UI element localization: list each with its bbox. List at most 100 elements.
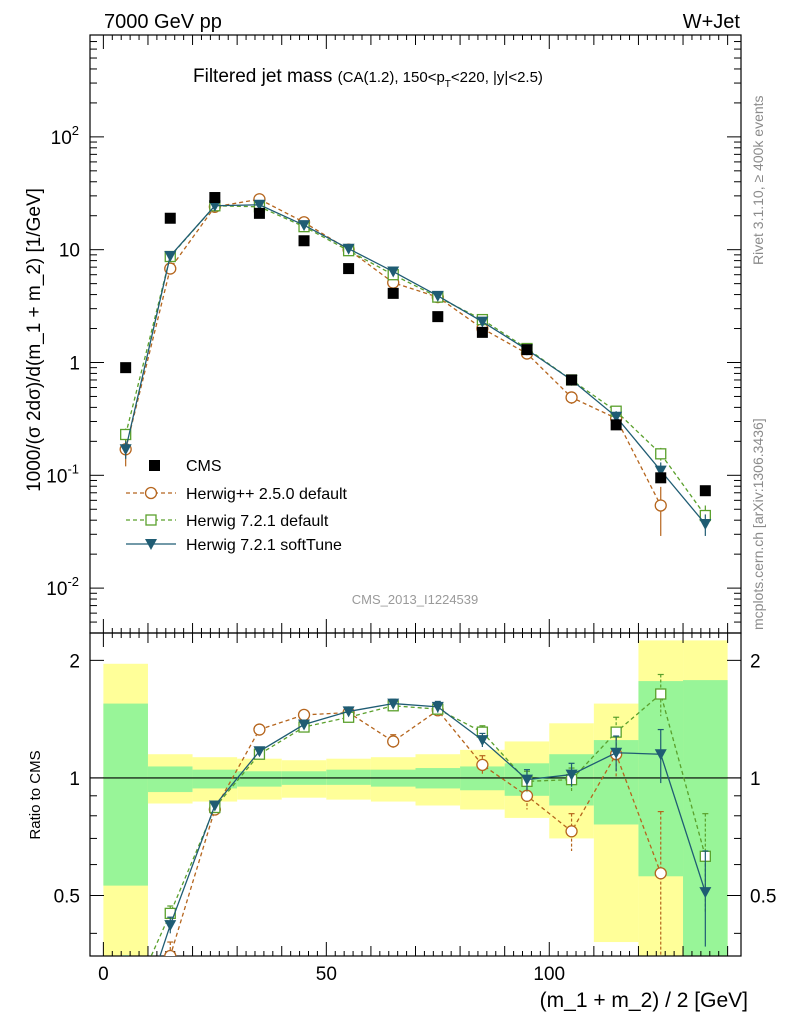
ratio-y-tick-label-right: 0.5: [750, 887, 776, 908]
main-point-cms: [699, 485, 711, 497]
ratio-y-tick-label-left: 0.5: [54, 887, 80, 908]
main-point-herwig_soft: [119, 444, 132, 456]
svg-text:Filtered jet mass (CA(1.2): Filtered jet mass (CA(1.2), 150<pT<220, …: [193, 66, 543, 90]
main-y-tick-label: 1: [69, 353, 80, 374]
main-y-axis-label: 1000/(σ 2dσ)/d(m_1 + m_2) [1/GeV]: [24, 188, 45, 492]
ratio-band-inner: [326, 769, 371, 785]
ratio-point-herwig_default: [655, 688, 667, 700]
main-point-herwig_default: [655, 448, 667, 460]
ratio-band-inner: [147, 766, 193, 793]
ratio-band-inner: [103, 703, 148, 886]
ratio-panel-series: [121, 673, 712, 1018]
main-line-herwig_soft: [125, 204, 706, 525]
main-point-herwig_soft: [298, 220, 311, 232]
main-point-cms: [209, 192, 221, 204]
legend-entry-herwig-soft: Herwig 7.2.1 softTune: [126, 537, 342, 554]
ratio-point-herwig_soft: [699, 887, 712, 899]
header-right: W+Jet: [683, 11, 741, 33]
main-point-cms: [387, 287, 399, 299]
x-axis-label: (m_1 + m_2) / 2 [GeV]: [540, 989, 748, 1012]
ratio-point-herwig_default: [121, 1008, 131, 1018]
ratio-uncertainty-bands: [103, 640, 728, 956]
ratio-point-herwig_soft: [431, 701, 444, 713]
main-point-cms: [566, 374, 578, 386]
ratio-point-herwig_soft: [610, 747, 623, 759]
main-panel-series: [119, 192, 712, 536]
header-left: 7000 GeV pp: [104, 11, 222, 33]
main-point-herwig_soft: [208, 200, 221, 212]
plot-subtitle-tail: <220, |y|<2.5): [451, 69, 543, 86]
main-point-herwig_soft: [699, 519, 712, 531]
plot-title: Filtered jet mass: [193, 66, 332, 87]
main-point-herwig_soft: [654, 465, 667, 477]
x-tick-label: 50: [316, 964, 337, 985]
main-point-cms: [432, 311, 444, 323]
legend-herwig-soft-marker: [145, 539, 157, 550]
ratio-panel-frame: 0.5 0.5 1 1 2 2 0 50 100: [54, 632, 776, 985]
ratio-point-herwig_pp: [253, 723, 266, 736]
ratio-y-tick-label-left: 1: [69, 769, 80, 790]
ratio-point-herwig_soft: [654, 749, 667, 761]
ratio-y-tick-label-left: 2: [69, 651, 80, 672]
legend-herwig-default-label: Herwig 7.2.1 default: [186, 513, 329, 530]
main-point-cms: [343, 263, 355, 275]
main-point-cms: [298, 235, 310, 247]
ratio-point-herwig_pp: [520, 789, 534, 802]
ratio-band-inner: [192, 769, 238, 789]
main-point-herwig_soft: [476, 316, 489, 328]
legend-herwig-pp-marker: [144, 486, 158, 500]
ratio-point-herwig_soft: [208, 800, 221, 812]
ratio-band-inner: [237, 771, 282, 787]
main-point-cms: [253, 207, 265, 219]
mcplots-label: mcplots.cern.ch [arXiv:1306.3436]: [750, 418, 766, 630]
rivet-label: Rivet 3.1.10, ≥ 400k events: [750, 95, 766, 265]
main-point-cms: [476, 326, 488, 338]
x-tick-label: 0: [98, 964, 109, 985]
main-point-cms: [655, 472, 667, 484]
ratio-y-tick-label-right: 1: [750, 769, 761, 790]
main-y-tick-label: 10: [59, 241, 80, 262]
ratio-point-herwig_soft: [520, 774, 533, 786]
ratio-point-herwig_pp: [297, 708, 311, 722]
ratio-y-tick-label-right: 2: [750, 651, 761, 672]
main-y-tick-label: 10-1: [46, 461, 79, 487]
main-point-herwig_soft: [164, 250, 177, 262]
analysis-watermark: CMS_2013_I1224539: [352, 592, 479, 607]
ratio-point-herwig_soft: [253, 746, 266, 758]
x-tick-label: 100: [533, 964, 565, 985]
plot-subtitle-index: T: [445, 79, 451, 90]
legend: CMS Herwig++ 2.5.0 default Herwig 7.2.1 …: [126, 458, 348, 554]
ratio-point-herwig_soft: [565, 769, 578, 781]
ratio-point-herwig_soft: [342, 706, 355, 718]
main-line-herwig_default: [125, 205, 706, 516]
ratio-point-herwig_soft: [298, 719, 311, 731]
legend-cms-label: CMS: [186, 458, 222, 475]
ratio-point-herwig_pp: [476, 758, 489, 772]
main-y-tick-label: 102: [51, 123, 79, 149]
main-point-herwig_default: [120, 428, 132, 441]
main-point-herwig_soft: [342, 243, 355, 255]
legend-entry-cms: CMS: [149, 458, 222, 475]
main-point-herwig_pp: [565, 391, 578, 404]
main-point-herwig_soft: [253, 199, 266, 211]
main-point-herwig_soft: [431, 290, 444, 302]
main-point-herwig_pp: [654, 499, 667, 512]
main-point-cms: [521, 344, 533, 356]
legend-herwig-soft-label: Herwig 7.2.1 softTune: [186, 537, 342, 554]
main-point-cms: [120, 362, 132, 374]
main-y-tick-label: 10-2: [46, 574, 79, 600]
plot-subtitle: (CA(1.2), 150<p: [338, 69, 445, 86]
legend-entry-herwig-pp: Herwig++ 2.5.0 default: [126, 486, 348, 503]
ratio-point-herwig_soft: [164, 920, 177, 932]
legend-entry-herwig-default: Herwig 7.2.1 default: [126, 513, 329, 530]
ratio-point-herwig_soft: [476, 735, 489, 747]
ratio-point-herwig_pp: [164, 949, 177, 956]
ratio-line-herwig_soft: [159, 702, 706, 956]
legend-cms-marker: [149, 460, 160, 471]
main-point-herwig_soft: [610, 411, 623, 423]
main-point-herwig_soft: [387, 266, 400, 278]
main-point-cms: [610, 419, 622, 431]
ratio-point-herwig_soft: [387, 698, 400, 710]
ratio-y-axis-label: Ratio to CMS: [27, 750, 44, 839]
